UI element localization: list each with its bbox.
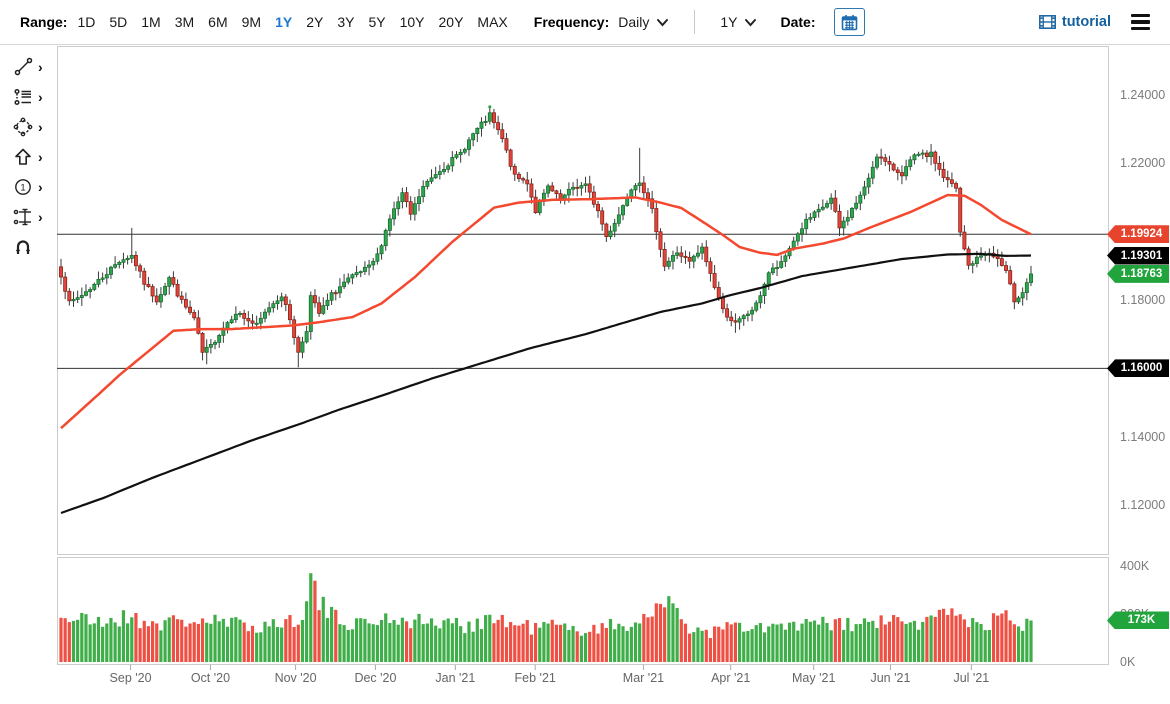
trendline-tool[interactable]: › bbox=[0, 52, 56, 82]
tutorial-button[interactable]: tutorial bbox=[1038, 14, 1111, 30]
date-label: Date: bbox=[780, 14, 816, 30]
chevron-down-icon bbox=[657, 18, 669, 26]
range-option-1d[interactable]: 1D bbox=[77, 14, 96, 30]
x-axis-label: Mar '21 bbox=[622, 671, 665, 685]
range-label: Range: bbox=[20, 14, 68, 30]
volume-axis-label: 0K bbox=[1120, 655, 1136, 669]
range-option-1m[interactable]: 1M bbox=[141, 14, 161, 30]
arrow-tool[interactable]: › bbox=[0, 142, 56, 172]
range-option-6m[interactable]: 6M bbox=[208, 14, 228, 30]
measure-tool[interactable]: › bbox=[0, 202, 56, 232]
ma-slow-badge: 1.19301 bbox=[1107, 246, 1169, 265]
range-option-1y[interactable]: 1Y bbox=[275, 14, 293, 30]
x-axis-label: Oct '20 bbox=[190, 671, 231, 685]
shape-tool-icon bbox=[13, 117, 33, 137]
toolbar-right-group: tutorial bbox=[1038, 12, 1160, 33]
frequency-dropdown[interactable]: Daily bbox=[618, 14, 669, 30]
x-axis-label: May '21 bbox=[792, 671, 836, 685]
film-icon bbox=[1038, 15, 1056, 29]
y-axis-label: 1.18000 bbox=[1120, 293, 1166, 307]
top-toolbar: Range: 1D 5D 1M 3M 6M 9M 1Y 2Y 3Y 5Y 10Y 20Y MAX Fre… bbox=[0, 0, 1170, 45]
frequency-value: Daily bbox=[618, 14, 650, 30]
svg-text:1: 1 bbox=[20, 182, 25, 193]
shape-tool[interactable]: › bbox=[0, 112, 56, 142]
range-option-20y[interactable]: 20Y bbox=[438, 14, 464, 30]
annotation-tool[interactable]: 1 › bbox=[0, 172, 56, 202]
price-chart-pane[interactable] bbox=[57, 46, 1109, 555]
hline-badge: 1.16000 bbox=[1107, 359, 1169, 378]
y-axis-label: 1.22000 bbox=[1120, 156, 1166, 171]
period-value: 1Y bbox=[720, 14, 738, 30]
range-option-3y[interactable]: 3Y bbox=[337, 14, 355, 30]
range-option-3m[interactable]: 3M bbox=[174, 14, 195, 30]
fibonacci-tool-icon bbox=[14, 88, 31, 106]
range-option-9m[interactable]: 9M bbox=[241, 14, 262, 30]
submenu-chevron-icon: › bbox=[38, 59, 43, 75]
frequency-label: Frequency: bbox=[533, 14, 610, 30]
range-option-2y[interactable]: 2Y bbox=[306, 14, 324, 30]
trendline-tool-icon bbox=[14, 57, 33, 76]
submenu-chevron-icon: › bbox=[38, 119, 43, 135]
arrow-tool-icon bbox=[15, 148, 31, 165]
submenu-chevron-icon: › bbox=[38, 149, 43, 165]
x-axis-label: Nov '20 bbox=[274, 671, 317, 685]
calendar-icon bbox=[841, 14, 857, 30]
magnet-tool[interactable] bbox=[0, 232, 56, 262]
volume-badge: 173K bbox=[1107, 611, 1169, 630]
y-axis-label: 1.14000 bbox=[1120, 429, 1166, 444]
range-option-max[interactable]: MAX bbox=[477, 14, 508, 30]
range-option-5d[interactable]: 5D bbox=[109, 14, 128, 30]
drawing-tools-sidebar: › › › › 1 › › bbox=[0, 52, 56, 262]
submenu-chevron-icon: › bbox=[38, 209, 43, 225]
submenu-chevron-icon: › bbox=[38, 89, 43, 105]
x-axis-label: Jun '21 bbox=[870, 671, 911, 685]
range-options: 1D 5D 1M 3M 6M 9M 1Y 2Y 3Y 5Y 10Y 20Y MAX bbox=[77, 14, 507, 30]
x-tick-marks bbox=[130, 665, 972, 670]
date-picker-button[interactable] bbox=[833, 8, 865, 36]
range-option-5y[interactable]: 5Y bbox=[368, 14, 386, 30]
tutorial-label: tutorial bbox=[1061, 14, 1111, 30]
y-axis-label: 1.12000 bbox=[1120, 498, 1166, 513]
y-axis-label: 1.24000 bbox=[1120, 87, 1166, 102]
last-price-badge: 1.18763 bbox=[1107, 264, 1169, 283]
x-axis-label: Feb '21 bbox=[514, 671, 556, 685]
x-axis-label: Jan '21 bbox=[435, 671, 476, 685]
volume-pane[interactable] bbox=[57, 557, 1109, 665]
x-axis-label: Sep '20 bbox=[109, 671, 152, 685]
measure-tool-icon bbox=[13, 208, 31, 226]
toolbar-divider bbox=[694, 10, 696, 34]
range-option-10y[interactable]: 10Y bbox=[399, 14, 425, 30]
menu-icon[interactable] bbox=[1129, 12, 1152, 33]
x-axis-label: Apr '21 bbox=[711, 671, 751, 685]
x-axis-label: Jul '21 bbox=[953, 671, 990, 685]
x-axis-label: Dec '20 bbox=[354, 671, 397, 685]
ma-fast-badge: 1.19924 bbox=[1107, 225, 1169, 244]
chevron-down-icon bbox=[745, 18, 757, 26]
frequency-group: Frequency: Daily 1Y Date: bbox=[534, 8, 865, 36]
magnet-tool-icon bbox=[16, 240, 30, 254]
annotation-tool-icon: 1 bbox=[15, 179, 31, 195]
volume-axis-label: 400K bbox=[1120, 559, 1150, 573]
submenu-chevron-icon: › bbox=[38, 179, 43, 195]
period-dropdown[interactable]: 1Y bbox=[720, 14, 757, 30]
fibonacci-tool[interactable]: › bbox=[0, 82, 56, 112]
